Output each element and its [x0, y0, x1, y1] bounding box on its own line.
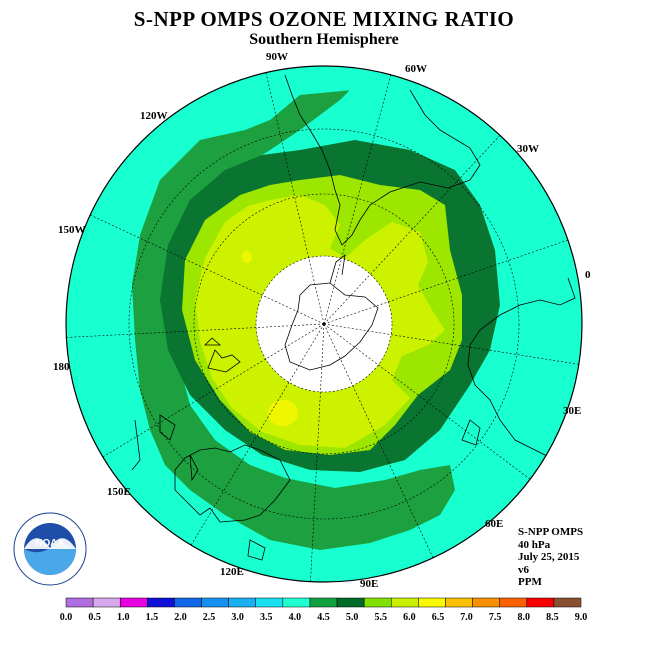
colorbar-tick-label: 8.5 — [546, 612, 559, 623]
colorbar-swatch — [445, 597, 473, 608]
colorbar-tick-label: 7.5 — [489, 612, 502, 623]
graticule — [128, 128, 520, 520]
colorbar-tick-label: 2.0 — [174, 612, 187, 623]
colorbar-tick-label: 9.0 — [575, 612, 588, 623]
meridian-line — [323, 323, 434, 558]
colorbar-swatch — [553, 597, 582, 608]
colorbar-tick-label: 1.0 — [117, 612, 130, 623]
meridian-line — [265, 72, 325, 325]
lon-label-60w: 60W — [405, 63, 427, 75]
colorbar-tick-label: 4.0 — [289, 612, 302, 623]
south-pole-marker — [322, 322, 326, 326]
map-subtitle: Southern Hemisphere — [249, 31, 399, 48]
colorbar-tick-label: 6.5 — [432, 612, 445, 623]
lon-label-30e: 30E — [563, 405, 581, 417]
colorbar-swatch — [526, 597, 555, 608]
colorbar-swatch — [391, 597, 419, 608]
meridian-line — [323, 323, 579, 365]
colorbar-tick-label: 5.0 — [346, 612, 359, 623]
meridian-line — [323, 74, 392, 325]
meridian-line — [90, 214, 325, 325]
info-date: July 25, 2015 — [518, 551, 580, 563]
info-units: PPM — [518, 576, 542, 588]
colorbar-tick-label: 3.5 — [260, 612, 273, 623]
colorbar-tick-label: 8.0 — [518, 612, 531, 623]
lon-label-0: 0 — [585, 269, 591, 281]
colorbar-swatch — [255, 597, 284, 608]
meridian-line — [323, 135, 501, 325]
colorbar-swatch — [174, 597, 202, 608]
colorbar-tick-label: 2.5 — [203, 612, 216, 623]
colorbar-tick-label: 0.5 — [88, 612, 101, 623]
svg-text:NOAA: NOAA — [35, 538, 64, 549]
colorbar-swatch — [65, 597, 94, 608]
lon-label-60e: 60E — [485, 518, 503, 530]
colorbar-tick-label: 0.0 — [60, 612, 73, 623]
coastlines — [131, 74, 576, 561]
colorbar-swatch — [147, 597, 175, 608]
colorbar-swatch — [363, 597, 392, 608]
colorbar-swatch — [499, 597, 528, 608]
colorbar-swatch — [119, 597, 148, 608]
noaa-logo: NOAA — [13, 512, 87, 586]
band-6-0-6-5-spot — [268, 400, 298, 426]
lon-label-150w: 150W — [58, 224, 86, 236]
cyan-blob — [348, 72, 374, 100]
colorbar-swatch — [309, 597, 338, 608]
lon-label-120e: 120E — [220, 566, 244, 578]
colorbar-swatch — [336, 597, 365, 608]
info-level: 40 hPa — [518, 538, 551, 551]
lon-label-150e: 150E — [107, 486, 131, 498]
map-border — [65, 65, 583, 583]
meridian-line — [190, 323, 325, 546]
lon-label-180: 180 — [53, 361, 70, 373]
meridian-line — [66, 323, 325, 338]
colorbar-tick-label: 1.5 — [146, 612, 159, 623]
colorbar-tick-label: 4.5 — [317, 612, 330, 623]
info-version: v6 — [518, 563, 529, 576]
lon-label-90w: 90W — [266, 51, 288, 63]
meridians — [66, 72, 579, 582]
colorbar-swatch — [418, 597, 446, 608]
meridian-line — [323, 323, 531, 480]
lon-label-90e: 90E — [360, 578, 378, 590]
colorbar-swatch — [282, 597, 311, 608]
colorbar-swatch — [228, 597, 256, 608]
colorbar-swatch — [201, 597, 229, 608]
meridian-line — [310, 323, 325, 582]
band-6-0-6-5-spot — [242, 251, 252, 263]
info-instrument: S-NPP OMPS — [518, 526, 584, 538]
colorbar-swatch — [472, 597, 500, 608]
meridian-line — [102, 323, 325, 458]
lon-label-120w: 120W — [140, 110, 168, 122]
colorbar-tick-label: 7.0 — [460, 612, 473, 623]
meridian-line — [323, 239, 569, 325]
colorbar-tick-label: 3.0 — [231, 612, 244, 623]
map-title: S-NPP OMPS OZONE MIXING RATIO — [133, 7, 515, 31]
colorbar: 0.0 0.5 1.0 1.5 2.0 2.5 3.0 3.5 4.0 4.5 5.0 5.5 6.0 6… — [60, 597, 588, 623]
colorbar-tick-label: 5.5 — [374, 612, 387, 623]
info-block: S-NPP OMPS 40 hPa July 25, 2015 v6 PPM — [518, 526, 583, 589]
lon-label-30w: 30W — [517, 143, 539, 155]
colorbar-tick-label: 6.0 — [403, 612, 416, 623]
colorbar-swatch — [92, 597, 121, 608]
